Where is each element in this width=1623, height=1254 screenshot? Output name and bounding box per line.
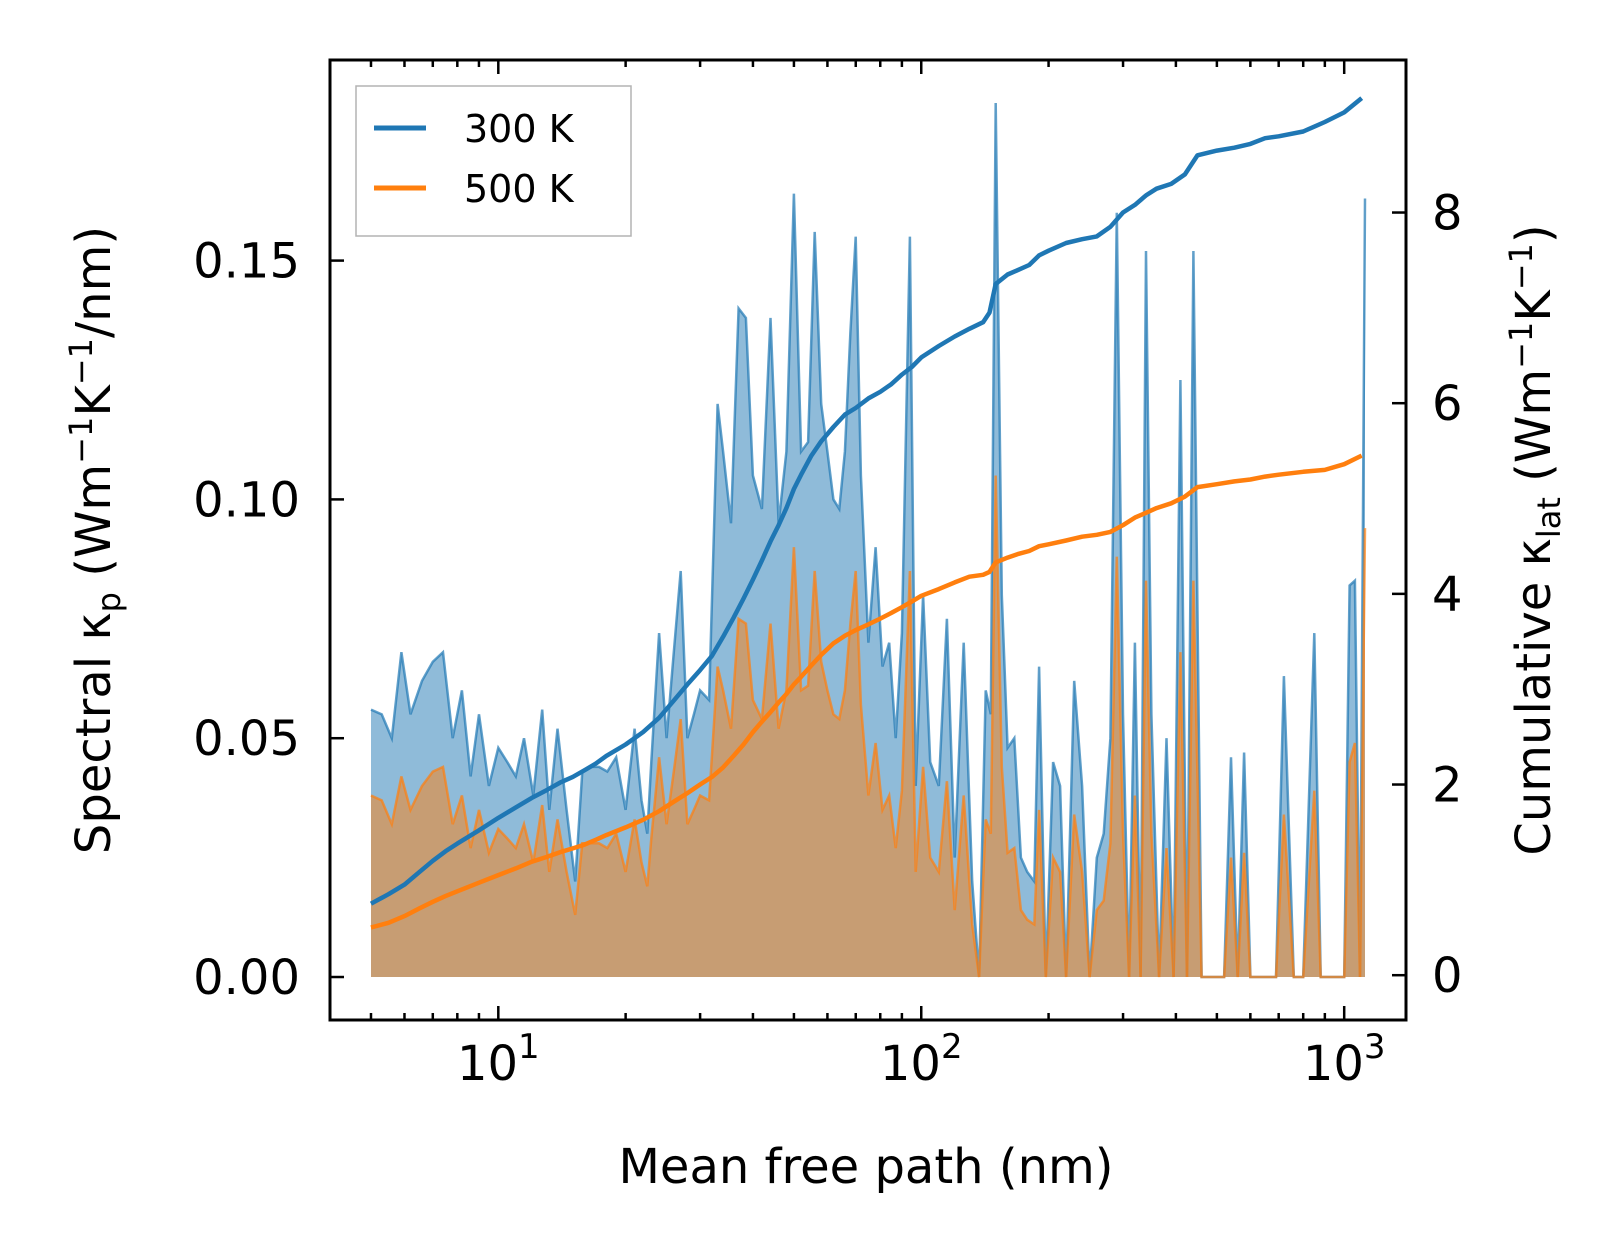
y-left-tick-label: 0.00 (193, 950, 300, 1006)
x-tick-label: 101 (457, 1027, 540, 1092)
legend: 300 K 500 K (355, 85, 632, 237)
y-right-tick-label: 4 (1432, 567, 1463, 623)
y-left-tick-label: 0.15 (193, 234, 300, 290)
cumulative-line-300k (369, 96, 1364, 906)
cumulative-lines (369, 96, 1364, 930)
y-right-tick-label: 6 (1432, 376, 1463, 432)
x-axis-label: Mean free path (nm) (619, 1139, 1114, 1195)
y-right-tick-label: 8 (1432, 186, 1463, 242)
plot-frame (328, 58, 1408, 1022)
legend-label-500k: 500 K (464, 167, 575, 211)
spectral-line-300k (370, 102, 1367, 979)
legend-label-300k: 300 K (464, 107, 575, 151)
cumulative-line-500k (370, 453, 1363, 930)
y-right-tick-label: 2 (1432, 758, 1463, 814)
spectral-fills (370, 102, 1367, 979)
y-left-tick-label: 0.05 (193, 711, 300, 767)
x-tick-label: 103 (1303, 1027, 1386, 1092)
spectral-line-500k (370, 475, 1367, 979)
x-tick-label: 102 (880, 1027, 963, 1092)
y-axis-label-right: Cumulative κlat (Wm−1K−1) (1502, 224, 1568, 855)
y-axis-label-left: Spectral κp (Wm−1K−1/nm) (62, 226, 128, 854)
y-left-tick-label: 0.10 (193, 472, 300, 528)
axis-ticks: 101 102 103 0.00 0.05 0.10 0.15 0 2 4 6 8 (193, 60, 1463, 1092)
y-right-tick-label: 0 (1432, 948, 1463, 1004)
legend-box (355, 85, 632, 237)
